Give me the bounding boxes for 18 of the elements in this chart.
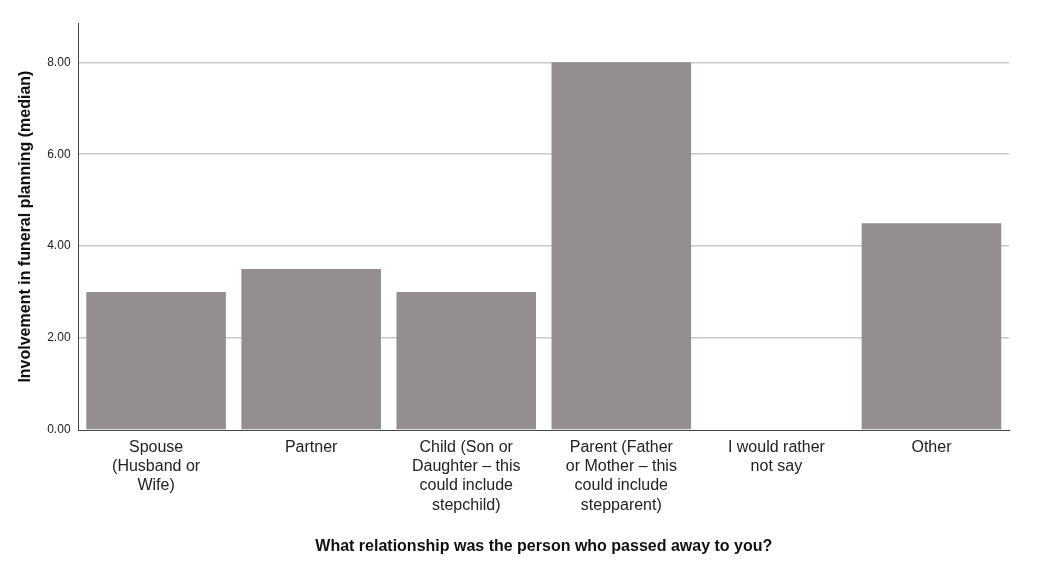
x-tick-label: I would rather not say	[727, 438, 826, 475]
bar	[861, 223, 1002, 430]
y-tick-label: 6.00	[47, 146, 71, 161]
x-axis-title: What relationship was the person who passed away to you?	[315, 536, 773, 554]
y-axis-title: Involvement in funeral planning (median)	[16, 70, 34, 383]
y-tick-label: 8.00	[47, 54, 71, 69]
x-tick-label: Spouse (Husband or Wife)	[112, 438, 201, 494]
y-tick-label: 2.00	[47, 330, 71, 345]
x-tick-label: Other	[911, 438, 953, 456]
x-tick-label: Parent (Father or Mother – this could include stepparent)	[565, 438, 677, 513]
y-tick-label: 0.00	[47, 422, 71, 437]
bar	[241, 269, 381, 430]
bar	[86, 292, 226, 430]
y-tick-label: 4.00	[47, 238, 71, 253]
x-tick-label: Child (Son or Daughter – this could include stepchild)	[411, 438, 521, 513]
x-tick-label: Partner	[284, 438, 339, 456]
bar	[396, 292, 537, 430]
bar	[551, 62, 692, 430]
